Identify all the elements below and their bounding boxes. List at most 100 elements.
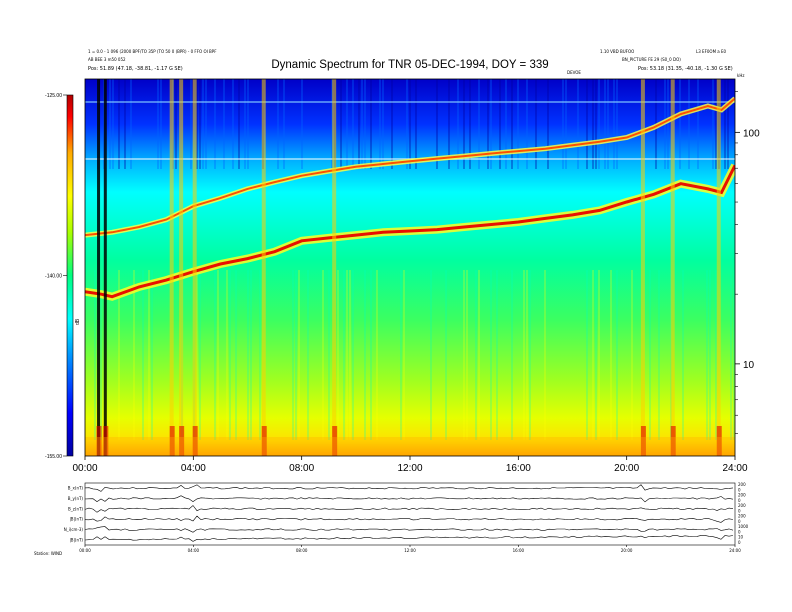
chart-title: Dynamic Spectrum for TNR 05-DEC-1994, DO… (271, 59, 548, 71)
texture-stripe (382, 79, 384, 169)
texture-stripe (199, 270, 201, 440)
texture-stripe (667, 79, 669, 169)
texture-stripe (511, 270, 513, 440)
texture-stripe (202, 79, 204, 169)
texture-stripe (415, 79, 417, 169)
texture-stripe (190, 79, 192, 169)
texture-stripe (379, 79, 381, 169)
burst-column (179, 79, 184, 456)
header-right-1: 1.10 VBD BUFOO (600, 49, 634, 54)
burst-base (96, 426, 102, 456)
panel-x-tick-label: 16:00 (513, 548, 525, 553)
panel-right-tick: 200 (738, 503, 746, 508)
texture-stripe (448, 79, 450, 169)
colorbar-tick-label: -140.00 (45, 274, 62, 280)
texture-stripe (607, 79, 609, 169)
burst-base (716, 426, 722, 456)
burst-base (192, 426, 198, 456)
texture-stripe (616, 270, 618, 440)
texture-stripe (118, 270, 120, 440)
burst-base (169, 426, 175, 456)
panel-trace (84, 495, 734, 503)
texture-stripe (400, 270, 402, 440)
low-freq-band (85, 437, 735, 456)
texture-stripe (598, 79, 600, 169)
texture-stripe (565, 79, 567, 169)
texture-stripe (526, 270, 528, 440)
spectrogram-area (85, 79, 735, 456)
panel-label: B_y(nT) (68, 496, 84, 501)
texture-stripe (529, 270, 531, 440)
texture-stripe (490, 79, 492, 169)
burst-column (169, 79, 174, 456)
burst-column (332, 79, 337, 456)
texture-stripe (205, 79, 207, 169)
panel-trace (84, 484, 734, 492)
y-right-unit: kHz (737, 73, 744, 78)
texture-stripe (94, 270, 96, 440)
texture-stripe (217, 270, 219, 440)
texture-stripe (346, 79, 348, 169)
header-right-pos: Pos: 53.18 (31.35, -40.18, -1.30 G SE) (638, 66, 733, 72)
spectrogram-texture (85, 79, 735, 440)
panel-x-tick-label: 12:00 (404, 548, 416, 553)
texture-stripe (466, 270, 468, 440)
texture-stripe (328, 270, 330, 440)
panel-trace (84, 515, 734, 523)
x-tick-label: 16:00 (506, 463, 531, 474)
texture-stripe (610, 270, 612, 440)
texture-stripe (592, 79, 594, 169)
texture-stripe (391, 79, 393, 169)
texture-stripe (445, 270, 447, 440)
texture-stripe (298, 270, 300, 440)
panel-label: |B|(nT) (69, 517, 83, 522)
lower-panels: B_x(nT) B_y(nT) B_z(nT) |B|(nT) N_i(cm-3) |B|… (64, 482, 749, 553)
panel-trace (84, 526, 734, 533)
texture-stripe (598, 270, 600, 440)
texture-stripe (724, 79, 726, 169)
texture-stripe (364, 79, 366, 169)
panels-footer: Station: WIND (34, 551, 62, 556)
texture-stripe (352, 270, 354, 440)
texture-stripe (604, 79, 606, 169)
burst-column (716, 79, 721, 456)
texture-stripe (370, 79, 372, 169)
panel-right-tick: 0 (738, 540, 741, 545)
burst-base (261, 426, 267, 456)
panel-right-tick: 0 (738, 529, 741, 534)
x-tick-label: 24:00 (722, 463, 747, 474)
colorbar-label: dB (75, 318, 81, 325)
texture-stripe (436, 79, 438, 169)
header-left-1: 1 = 0.0 - 1 096 (2000 BPF/TO 35P (TO 50 … (88, 49, 217, 54)
x-axis: 00:00 04:00 08:00 12:00 16:00 20:00 24:00 (72, 456, 748, 474)
panel-right-tick: 10 (738, 535, 744, 540)
texture-stripe (343, 270, 345, 440)
texture-stripe (358, 79, 360, 169)
texture-stripe (331, 79, 333, 169)
texture-stripe (370, 270, 372, 440)
panel-x-tick-label: 20:00 (621, 548, 633, 553)
panel-right-tick: 0 (738, 519, 741, 524)
texture-stripe (151, 270, 153, 440)
panel-x-tick-label: 24:00 (729, 548, 741, 553)
texture-stripe (511, 79, 513, 169)
texture-stripe (688, 79, 690, 169)
burst-column (97, 79, 101, 456)
burst-column (261, 79, 266, 456)
texture-stripe (586, 270, 588, 440)
burst-base (332, 426, 338, 456)
texture-stripe (697, 79, 699, 169)
burst-base (179, 426, 185, 456)
texture-stripe (283, 79, 285, 169)
texture-stripe (526, 79, 528, 169)
panel-right-tick: 0 (738, 487, 741, 492)
texture-stripe (595, 270, 597, 440)
texture-stripe (403, 270, 405, 440)
colorbar-ticks: -125.00 -140.00 -155.00 (45, 93, 67, 460)
texture-stripe (478, 270, 480, 440)
texture-stripe (238, 79, 240, 169)
texture-stripe (250, 270, 252, 440)
texture-stripe (730, 270, 732, 440)
texture-stripe (709, 270, 711, 440)
texture-stripe (649, 270, 651, 440)
